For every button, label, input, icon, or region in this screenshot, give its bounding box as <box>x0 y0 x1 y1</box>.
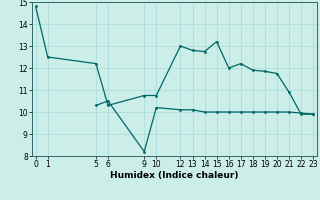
X-axis label: Humidex (Indice chaleur): Humidex (Indice chaleur) <box>110 171 239 180</box>
